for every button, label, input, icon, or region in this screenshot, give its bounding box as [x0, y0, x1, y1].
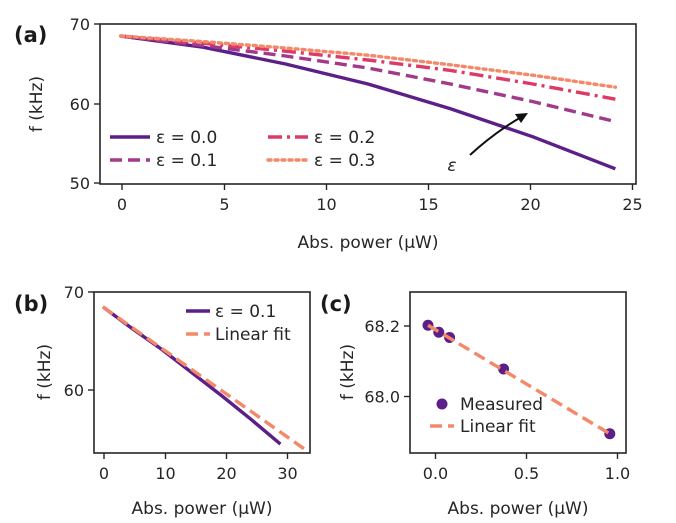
series-line-2 [120, 34, 616, 124]
y-tick-label: 60 [70, 95, 90, 114]
y-tick-label: 50 [70, 174, 90, 193]
x-tick-label: 30 [277, 464, 297, 483]
plot-area [118, 34, 618, 171]
x-tick-label: 10 [316, 195, 336, 214]
panel-2: (b) 0 10 20 30 60 70 Abs. power (μW) f (kHz) ε = … [14, 283, 311, 519]
y-tick-label: 60 [64, 381, 84, 400]
y-axis-label: f (kHz) [27, 76, 47, 132]
panel-label: (b) [14, 292, 48, 316]
axes-frame [93, 291, 311, 454]
y-tick-label: 70 [64, 283, 84, 302]
x-tick-label: 15 [418, 195, 438, 214]
y-tick-label: 70 [70, 15, 90, 34]
x-tick-label: 20 [216, 464, 236, 483]
x-tick-label: 1.0 [605, 464, 630, 483]
legend-label: ε = 0.1 [156, 151, 217, 171]
y-tick-label: 68.0 [364, 388, 400, 407]
x-tick-label: 20 [520, 195, 540, 214]
series-line-4 [118, 34, 618, 89]
y-axis-label: f (kHz) [35, 344, 55, 400]
x-tick-label: 0 [117, 195, 127, 214]
x-axis-label: Abs. power (μW) [448, 499, 589, 519]
series-line-2 [101, 305, 310, 453]
legend-label: Linear fit [215, 325, 291, 345]
annotation-arrowhead [515, 113, 528, 123]
y-tick-label: 68.2 [364, 317, 400, 336]
y-axis-label: f (kHz) [338, 344, 358, 400]
panel-label: (a) [14, 23, 47, 47]
legend-label: Measured [460, 395, 543, 415]
x-axis-label: Abs. power (μW) [132, 499, 273, 519]
legend-label: ε = 0.0 [156, 128, 217, 148]
legend: ε = 0.1 Linear fit [186, 302, 291, 345]
legend-marker [436, 398, 448, 410]
axes-frame [409, 291, 627, 454]
plot-area [422, 319, 616, 440]
annotation-arrow [469, 115, 524, 156]
panel-label: (c) [320, 292, 352, 316]
panel-1: (a) 0 5 10 15 20 25 50 60 70 Abs. power (μW) f (kHz… [14, 15, 643, 253]
annotation-label: ε [447, 156, 456, 176]
legend-label: Linear fit [460, 417, 536, 437]
x-tick-label: 0.5 [514, 464, 539, 483]
x-tick-label: 0 [99, 464, 109, 483]
x-tick-label: 10 [155, 464, 175, 483]
plot-area [101, 305, 310, 453]
x-axis-label: Abs. power (μW) [298, 233, 439, 253]
x-tick-label: 5 [219, 195, 229, 214]
series-line-3 [120, 34, 616, 101]
legend-label: ε = 0.1 [215, 302, 276, 322]
x-tick-label: 25 [622, 195, 642, 214]
panel-3: (c) 0.0 0.5 1.0 68.0 68.2 Abs. power (μW) f (kH… [320, 291, 630, 519]
x-tick-label: 0.0 [423, 464, 448, 483]
legend-label: ε = 0.2 [314, 128, 375, 148]
legend-label: ε = 0.3 [314, 151, 375, 171]
legend: ε = 0.0 ε = 0.1 ε = 0.2 ε = 0.3 [110, 128, 375, 171]
